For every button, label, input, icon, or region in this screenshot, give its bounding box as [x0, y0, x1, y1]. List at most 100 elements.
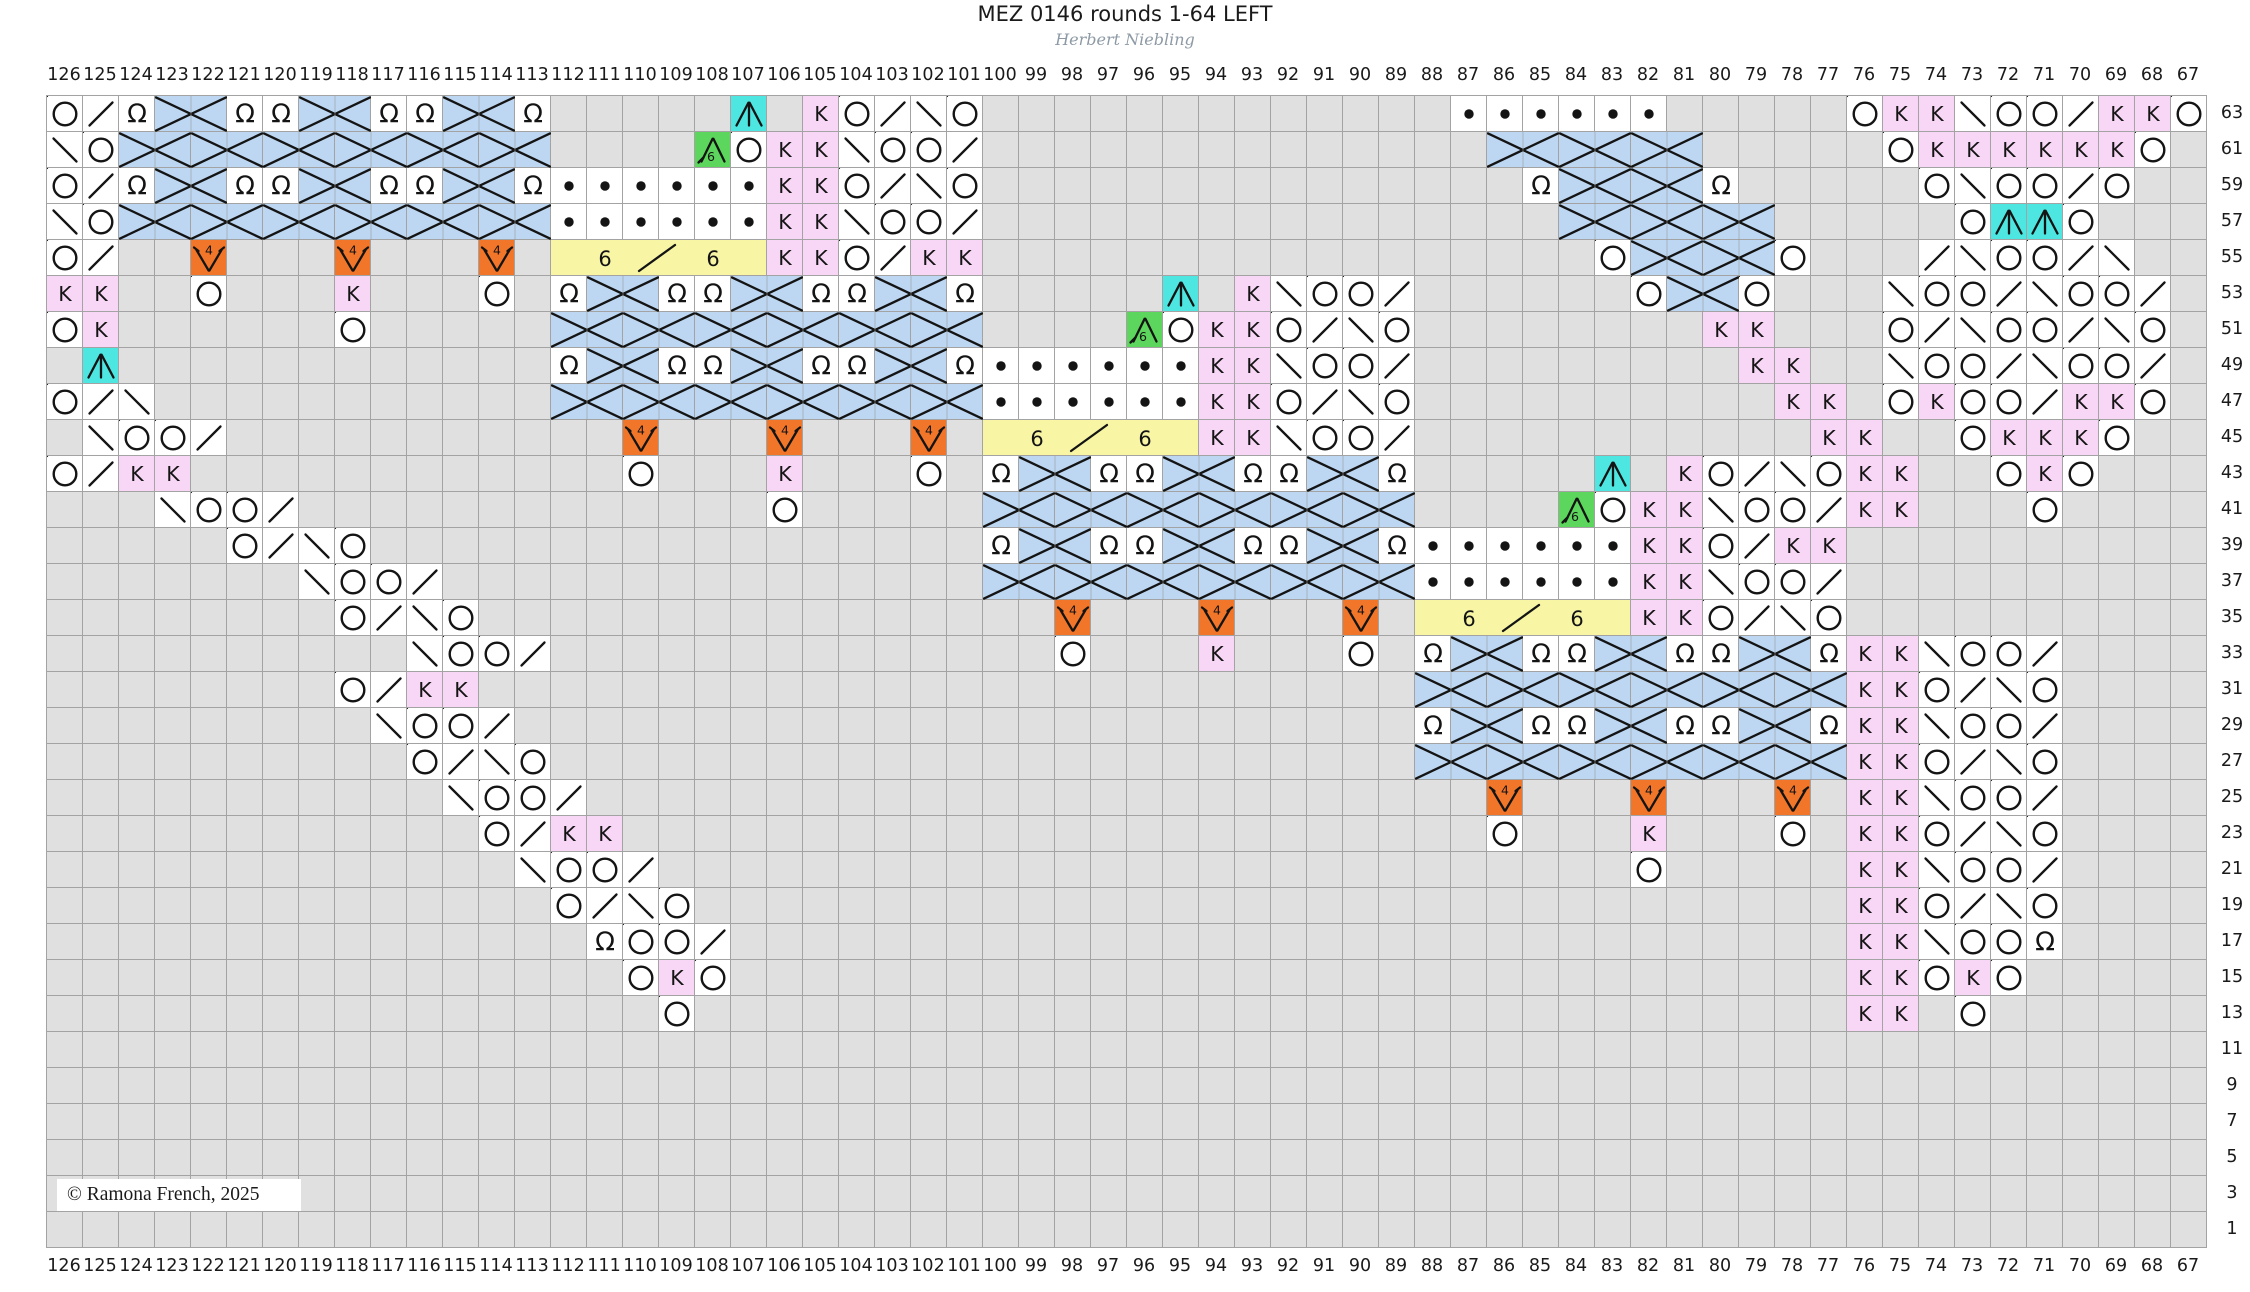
empty-cell	[1019, 1212, 1055, 1248]
empty-cell	[2171, 816, 2207, 852]
empty-cell	[227, 924, 263, 960]
empty-cell	[191, 780, 227, 816]
empty-cell	[659, 1176, 695, 1212]
twisted-knit-cell: Ω	[1235, 456, 1271, 492]
ssk-cell	[83, 420, 119, 456]
cable-1-1-cross-cell	[191, 204, 263, 240]
empty-cell	[1559, 384, 1595, 420]
empty-cell	[1523, 888, 1559, 924]
empty-cell	[1703, 1212, 1739, 1248]
empty-cell	[2135, 492, 2171, 528]
k-special-cell: K	[2027, 420, 2063, 456]
empty-cell	[2099, 852, 2135, 888]
empty-cell	[1235, 852, 1271, 888]
yarn-over-cell	[1379, 384, 1415, 420]
k2tog-cell	[2063, 240, 2099, 276]
k-special-cell: K	[587, 816, 623, 852]
empty-cell	[1631, 1104, 1667, 1140]
empty-cell	[1811, 816, 1847, 852]
cable-1-1-cross-cell	[1451, 636, 1523, 672]
empty-cell	[227, 780, 263, 816]
empty-cell	[83, 1032, 119, 1068]
empty-cell	[119, 276, 155, 312]
empty-cell	[335, 348, 371, 384]
svg-text:Ω: Ω	[523, 100, 543, 130]
yarn-over-cell	[2063, 204, 2099, 240]
yarn-over-cell	[731, 132, 767, 168]
k2tog-cell	[1955, 672, 1991, 708]
empty-cell	[551, 1068, 587, 1104]
empty-cell	[479, 312, 515, 348]
twisted-knit-cell: Ω	[695, 348, 731, 384]
make-5-increase-cell: 4	[1199, 600, 1235, 636]
empty-cell	[227, 744, 263, 780]
gather-6-cell: 6	[1127, 312, 1163, 348]
empty-cell	[587, 1068, 623, 1104]
empty-cell	[767, 744, 803, 780]
yarn-over-cell	[1703, 528, 1739, 564]
empty-cell	[1451, 384, 1487, 420]
make-5-increase-cell: 4	[335, 240, 371, 276]
empty-cell	[1523, 456, 1559, 492]
empty-cell	[155, 960, 191, 996]
empty-cell	[659, 852, 695, 888]
column-label-109: 109	[659, 1256, 693, 1276]
empty-cell	[1523, 996, 1559, 1032]
svg-text:K: K	[1822, 426, 1836, 450]
svg-text:K: K	[1894, 786, 1908, 810]
cable-1-1-cross-cell	[911, 312, 983, 348]
k2tog-cell	[1307, 384, 1343, 420]
empty-cell	[371, 240, 407, 276]
empty-cell	[1091, 1032, 1127, 1068]
cable-1-1-cross-cell	[1451, 708, 1523, 744]
k-special-cell: K	[2027, 132, 2063, 168]
purl-cell	[1415, 528, 1451, 564]
yarn-over-cell	[1775, 564, 1811, 600]
empty-cell	[911, 888, 947, 924]
empty-cell	[2171, 528, 2207, 564]
empty-cell	[479, 492, 515, 528]
yarn-over-cell	[1991, 780, 2027, 816]
k-special-cell: K	[1667, 456, 1703, 492]
empty-cell	[695, 1140, 731, 1176]
empty-cell	[371, 924, 407, 960]
empty-cell	[587, 564, 623, 600]
empty-cell	[1991, 1032, 2027, 1068]
empty-cell	[1271, 708, 1307, 744]
purl-cell	[551, 168, 587, 204]
empty-cell	[263, 960, 299, 996]
yarn-over-cell	[1739, 276, 1775, 312]
cable-1-1-cross-cell	[1559, 672, 1631, 708]
svg-text:K: K	[1786, 354, 1800, 378]
svg-text:K: K	[1894, 858, 1908, 882]
empty-cell	[2171, 888, 2207, 924]
k-special-cell: K	[119, 456, 155, 492]
central-double-decrease-cell	[1991, 204, 2027, 240]
k-special-cell: K	[1775, 384, 1811, 420]
column-label-110: 110	[623, 1256, 657, 1276]
empty-cell	[1811, 168, 1847, 204]
empty-cell	[479, 1032, 515, 1068]
k-special-cell: K	[767, 132, 803, 168]
empty-cell	[1883, 600, 1919, 636]
empty-cell	[263, 708, 299, 744]
empty-cell	[1595, 420, 1631, 456]
empty-cell	[1559, 240, 1595, 276]
empty-cell	[731, 744, 767, 780]
column-label-72: 72	[1996, 65, 2020, 85]
empty-cell	[1667, 312, 1703, 348]
svg-text:K: K	[2038, 426, 2052, 450]
empty-cell	[1487, 492, 1523, 528]
empty-cell	[2171, 780, 2207, 816]
empty-cell	[2135, 564, 2171, 600]
empty-cell	[1451, 1104, 1487, 1140]
empty-cell	[407, 312, 443, 348]
empty-cell	[155, 528, 191, 564]
k-special-cell: K	[1847, 960, 1883, 996]
cable-1-1-cross-cell	[1271, 492, 1343, 528]
yarn-over-cell	[335, 564, 371, 600]
empty-cell	[1703, 1104, 1739, 1140]
empty-cell	[1307, 780, 1343, 816]
empty-cell	[551, 492, 587, 528]
empty-cell	[803, 564, 839, 600]
